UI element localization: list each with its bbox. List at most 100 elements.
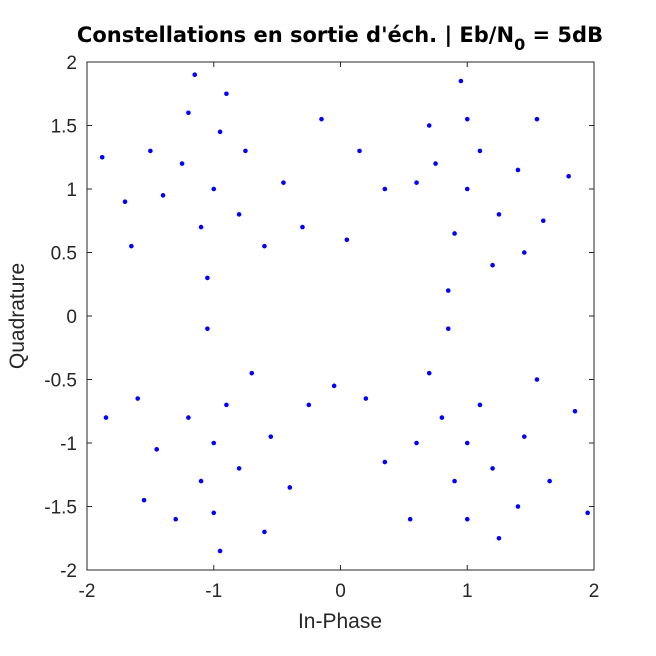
scatter-point (186, 110, 191, 116)
scatter-point (281, 180, 286, 185)
scatter-point (217, 129, 223, 135)
x-tick-label: 1 (462, 581, 473, 602)
scatter-point (211, 510, 217, 516)
scatter-point (179, 161, 185, 166)
scatter-point (160, 193, 166, 198)
chart-title-main: Constellations en sortie d'éch. | Eb/N (77, 23, 514, 48)
scatter-point (439, 415, 445, 420)
scatter-point (129, 243, 134, 249)
scatter-point (236, 212, 242, 217)
scatter-point (414, 180, 419, 185)
scatter-point (300, 224, 305, 230)
scatter-point (414, 440, 419, 446)
scatter-point (198, 478, 204, 484)
scatter-point (192, 72, 198, 77)
scatter-point (490, 262, 495, 268)
y-axis-label: Quadrature (6, 263, 29, 369)
axis-ticks (86, 61, 595, 571)
y-tick-labels: -2 -1.5 -1 -0.5 0 0.5 1 1.5 2 (44, 53, 77, 582)
scatter-point (426, 370, 432, 376)
scatter-point (464, 186, 470, 192)
scatter-point (566, 174, 571, 179)
scatter-point (243, 148, 248, 154)
x-axis-label: In-Phase (298, 610, 382, 633)
scatter-point (407, 516, 413, 522)
y-tick-label: 2 (66, 53, 77, 74)
y-tick-label: 0 (66, 307, 77, 328)
scatter-point (262, 243, 267, 249)
scatter-point (135, 396, 140, 401)
scatter-point (344, 237, 350, 243)
scatter-point (268, 434, 274, 439)
chart-title-subscript: 0 (514, 35, 525, 54)
scatter-point (154, 447, 160, 452)
scatter-point (496, 212, 502, 217)
scatter-point (452, 478, 457, 484)
scatter-point (521, 434, 527, 439)
x-tick-label: 2 (589, 581, 600, 602)
scatter-point (426, 123, 432, 128)
scatter-point (99, 154, 105, 160)
scatter-point (148, 148, 153, 154)
scatter-point (534, 377, 540, 382)
y-tick-label: -0.5 (44, 371, 77, 392)
scatter-point (262, 529, 267, 535)
scatter-point (141, 497, 147, 503)
scatter-point (477, 148, 483, 154)
scatter-point (103, 415, 109, 420)
scatter-point (198, 224, 204, 230)
scatter-point (205, 275, 210, 281)
scatter-point (464, 116, 470, 122)
y-tick-label: -2 (60, 561, 77, 582)
scatter-point (186, 415, 191, 420)
scatter-point (205, 326, 210, 332)
scatter-point (382, 459, 388, 465)
scatter-point (534, 116, 540, 122)
scatter-point (464, 440, 470, 446)
scatter-point (445, 326, 451, 332)
scatter-point (490, 466, 495, 471)
chart-title-suffix: = 5dB (525, 23, 603, 47)
scatter-point (585, 510, 590, 516)
scatter-point (319, 116, 324, 122)
x-tick-label: -1 (205, 581, 222, 602)
scatter-point (382, 186, 388, 192)
x-tick-labels: -2 -1 0 1 2 (79, 581, 600, 602)
scatter-point (496, 535, 502, 541)
scatter-point (357, 148, 362, 154)
scatter-point (515, 167, 521, 173)
y-tick-label: -1.5 (44, 498, 77, 519)
scatter-point (547, 478, 552, 484)
scatter-point (236, 466, 242, 471)
scatter-point (287, 485, 293, 490)
scatter-point (452, 231, 457, 236)
scatter-point (572, 408, 578, 414)
scatter-point (477, 402, 483, 408)
y-tick-label: 0.5 (51, 244, 77, 265)
scatter-point (122, 199, 128, 204)
y-tick-label: 1 (66, 180, 77, 201)
scatter-point (331, 383, 337, 389)
scatter-point (458, 78, 464, 84)
scatter-point (445, 288, 451, 293)
scatter-point (217, 548, 223, 554)
scatter-point (211, 440, 217, 446)
y-tick-label: -1 (60, 434, 77, 455)
scatter-point (224, 91, 229, 97)
x-tick-label: -2 (79, 581, 96, 602)
scatter-point (363, 396, 369, 401)
scatter-point (541, 218, 546, 224)
scatter-point (433, 161, 438, 166)
scatter-point (464, 516, 470, 522)
scatter-point (521, 250, 527, 255)
scatter-point (515, 504, 521, 509)
scatter-point (224, 402, 229, 408)
scatter-points (99, 72, 590, 554)
scatter-point (249, 370, 255, 376)
chart-title: Constellations en sortie d'éch. | Eb/N0 … (77, 23, 603, 54)
scatter-point (306, 402, 312, 408)
scatter-point (173, 516, 179, 522)
scatter-point (211, 186, 217, 192)
